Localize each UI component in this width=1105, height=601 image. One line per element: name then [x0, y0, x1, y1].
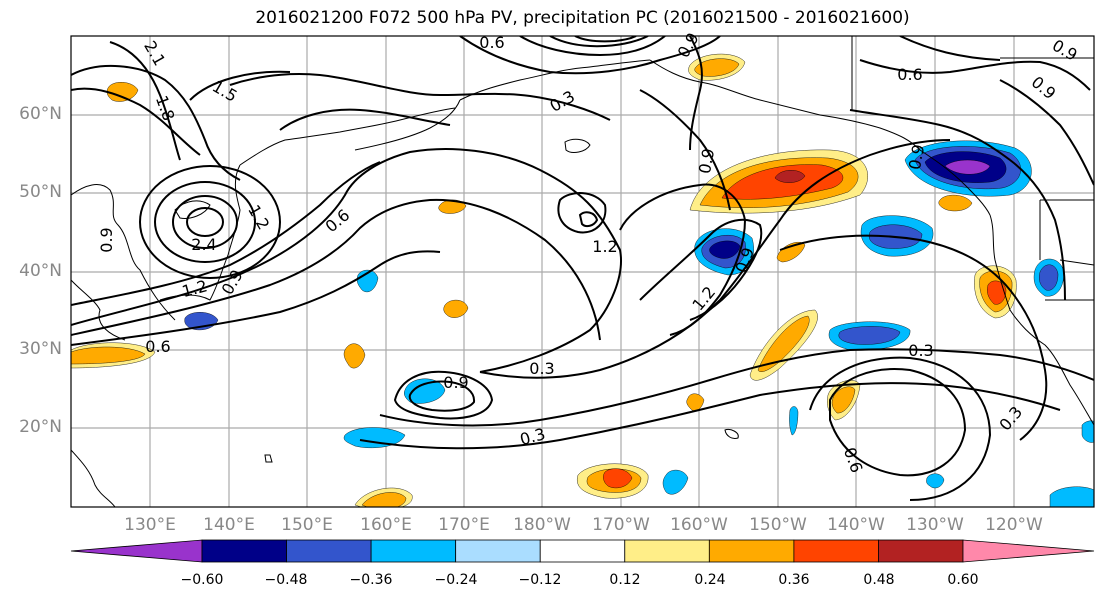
longitude-label: 150°E [281, 515, 333, 535]
latitude-label: 20°N [19, 417, 62, 437]
map-frame [70, 35, 1095, 508]
longitude-label: 140°E [203, 515, 255, 535]
anomaly-negative [1039, 264, 1059, 291]
contour-label: 0.3 [529, 359, 554, 378]
contour-label: 0.6 [322, 205, 354, 236]
contour-label: 1.2 [688, 283, 719, 315]
anomaly-negative [838, 326, 901, 345]
contour-label: 1.2 [592, 237, 617, 256]
contour-label: 1.2 [244, 201, 273, 233]
anomaly-positive [938, 194, 973, 212]
contour-label: 2.4 [191, 235, 216, 254]
colorbar-segment [708, 539, 795, 563]
anomaly-positive [443, 299, 469, 318]
contour-label: 1.5 [209, 77, 241, 106]
anomaly-negative [944, 159, 991, 175]
contour-label: 0.3 [995, 403, 1026, 435]
anomaly-positive [686, 393, 705, 411]
latitude-label: 40°N [19, 261, 62, 281]
colorbar-segment [286, 539, 372, 563]
precipitation-anomaly-shading [71, 53, 1094, 507]
longitude-label: 130°E [124, 515, 176, 535]
contour-label: 0.6 [479, 33, 504, 52]
colorbar-tick-label: −0.36 [349, 572, 393, 588]
colorbar-extend-low [70, 539, 203, 563]
longitude-label: 130°W [906, 515, 964, 535]
anomaly-negative [1081, 420, 1094, 443]
anomaly-positive [987, 280, 1007, 305]
anomaly-positive [831, 386, 856, 414]
anomaly-positive [757, 315, 810, 372]
colorbar-tick-label: 0.48 [863, 572, 895, 588]
colorbar-segment [539, 539, 626, 563]
contour-label: 0.6 [897, 65, 922, 84]
longitude-label: 160°E [360, 515, 412, 535]
colorbar-tick-label: −0.60 [180, 572, 224, 588]
colorbar-extend-high [962, 539, 1095, 563]
contour-label: 0.9 [1049, 36, 1081, 65]
anomaly-positive [603, 468, 633, 489]
colorbar-tick-label: −0.12 [518, 572, 562, 588]
colorbar-tick-label: 0.60 [947, 572, 979, 588]
contour-label: 0.6 [840, 445, 867, 475]
contour-label: 0.3 [908, 341, 933, 360]
anomaly-positive [343, 343, 366, 369]
anomaly-positive [774, 170, 806, 183]
contour-label: 1.8 [152, 93, 179, 123]
contour-label: 0.9 [443, 373, 468, 392]
longitude-label: 140°W [827, 515, 885, 535]
longitude-label: 120°W [985, 515, 1043, 535]
colorbar-tick-label: 0.36 [778, 572, 810, 588]
anomaly-positive [776, 242, 806, 263]
colorbar-segment [878, 539, 964, 563]
contour-label: 0.9 [1028, 72, 1060, 103]
contour-label: 0.9 [695, 147, 718, 175]
anomaly-negative [343, 427, 406, 448]
longitude-label: 180°W [513, 515, 571, 535]
colorbar-segment [455, 539, 541, 563]
anomaly-negative [1049, 486, 1094, 507]
anomaly-negative [926, 473, 945, 489]
colorbar [70, 539, 1095, 563]
contour-label: 0.6 [145, 337, 170, 356]
anomaly-negative [404, 378, 446, 404]
colorbar-segment [370, 539, 457, 563]
contour-label: 0.3 [546, 87, 578, 116]
anomaly-positive [694, 58, 740, 77]
anomaly-negative [662, 469, 689, 495]
colorbar-tick-label: 0.12 [609, 572, 641, 588]
anomaly-positive [71, 346, 146, 365]
latitude-label: 60°N [19, 104, 62, 124]
anomaly-negative [789, 406, 799, 436]
contour-label: 0.9 [97, 227, 116, 252]
anomaly-positive [361, 492, 407, 507]
longitude-label: 170°E [438, 515, 490, 535]
colorbar-tick-label: −0.48 [264, 572, 308, 588]
colorbar-segment [793, 539, 879, 563]
latitude-label: 50°N [19, 182, 62, 202]
contour-label: 2.1 [140, 37, 169, 69]
colorbar-segment [201, 539, 287, 563]
colorbar-tick-label: −0.24 [434, 572, 478, 588]
anomaly-positive [106, 82, 139, 102]
longitude-label: 160°W [670, 515, 728, 535]
longitude-label: 150°W [749, 515, 807, 535]
latitude-label: 30°N [19, 339, 62, 359]
contour-label-group: 2.1 1.5 1.8 0.3 0.6 0.9 0.9 0.6 0.9 1.2 … [97, 29, 1081, 475]
colorbar-segment [624, 539, 710, 563]
longitude-label: 170°W [592, 515, 650, 535]
map-title: 2016021200 F072 500 hPa PV, precipitatio… [255, 8, 910, 28]
anomaly-negative [709, 240, 741, 259]
pv-contours [71, 36, 1094, 501]
colorbar-tick-label: 0.24 [694, 572, 726, 588]
contour-label: 0.9 [905, 143, 928, 171]
